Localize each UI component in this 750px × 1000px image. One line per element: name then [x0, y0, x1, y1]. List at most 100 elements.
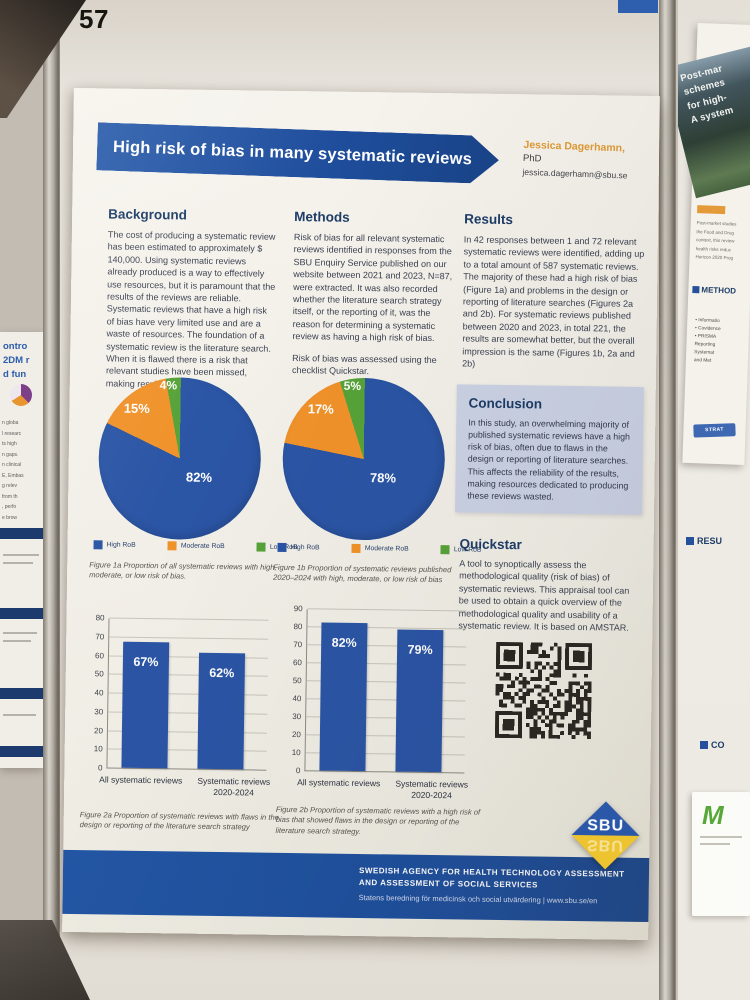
legend-item: Moderate RoB [351, 543, 409, 554]
caption-figure-1a: Figure 1a Proportion of all systematic r… [89, 560, 277, 581]
y-axis-tick-label: 80 [95, 613, 105, 623]
bar-value-label: 79% [407, 642, 433, 657]
y-axis-tick-label: 60 [292, 658, 302, 668]
text-fragment: g relev [2, 483, 18, 489]
sbu-logo: SBU SBU [571, 801, 640, 870]
y-axis-tick-label: 30 [94, 707, 104, 717]
text-fragment: n clinical [2, 462, 22, 468]
text-line [700, 843, 730, 845]
pie-value-label-high: 82% [185, 469, 213, 486]
left-poster-logo [10, 384, 32, 406]
author-block: Jessica Dagerhamn, PhD jessica.dagerhamn… [522, 139, 655, 183]
caption-figure-2a: Figure 2a Proportion of systematic revie… [79, 810, 280, 832]
text-fragment: ts high [2, 441, 17, 447]
section-square-icon [686, 537, 694, 545]
qr-code [494, 641, 593, 740]
bullet-fragment: • PRISMA [694, 334, 717, 340]
section-methods: Methods Risk of bias for all relevant sy… [292, 209, 458, 379]
bar-value-label: 82% [331, 636, 357, 651]
gridline [109, 617, 269, 621]
text-fragment: E, Embas [2, 472, 24, 479]
background-heading: Background [108, 206, 188, 223]
y-axis-tick-label: 90 [293, 604, 303, 614]
text-line [700, 836, 742, 838]
y-axis-tick-label: 20 [93, 725, 104, 735]
text-fragment: e brow [2, 514, 18, 521]
text-fragment: from th [2, 493, 18, 500]
sbu-logo-text-reflection: SBU [586, 836, 624, 854]
y-axis-tick-label: 70 [95, 632, 105, 642]
author-email: jessica.dagerhamn@sbu.se [522, 166, 628, 181]
results-body: In 42 responses between 1 and 72 relevan… [462, 234, 645, 369]
section-square-icon [700, 741, 708, 749]
plot-area: 0 10 20 30 40 50 60 70 80 67% 62% [94, 613, 269, 772]
bar-all-systematic-reviews: 82% [319, 622, 368, 772]
caption-figure-2b: Figure 2b Proportion of systematic revie… [275, 804, 481, 836]
text-fragment: n gaps. [2, 451, 19, 458]
x-axis-category-label: All systematic reviews [297, 777, 381, 789]
title-banner: High risk of bias in many systematic rev… [96, 122, 499, 184]
section-background: Background The cost of producing a syste… [106, 206, 279, 392]
text-line [3, 554, 39, 556]
left-poster-text-fragments: n globa l researc ts high n gaps. n clinical… [2, 418, 43, 523]
pie-value-label-moderate: 15% [123, 400, 150, 417]
section-square-icon [692, 286, 700, 294]
left-poster-section-bar [0, 608, 43, 619]
header-line-fragment: ontro [3, 341, 28, 352]
x-axis-category-label: All systematic reviews [99, 774, 183, 786]
left-poster-section-bar [0, 528, 43, 539]
pie-chart-figure-1a: 82% 15% 4% [97, 376, 262, 541]
y-axis-tick-label: 10 [291, 748, 301, 758]
header-line-fragment: d fun [3, 368, 27, 380]
bullet-fragment: • Informatio [695, 318, 720, 324]
text-line: Horizon 2020 Prog [695, 254, 734, 261]
y-axis-tick-label: 60 [95, 650, 105, 660]
bar-all-systematic-reviews: 67% [121, 642, 170, 769]
y-axis-tick-label: 0 [97, 763, 103, 773]
pie-value-label-high: 78% [369, 470, 397, 486]
bar-value-label: 67% [133, 655, 159, 670]
text-line [3, 562, 33, 564]
legend-figure-1a: High RoB Moderate RoB Low RoB [93, 540, 298, 552]
quickstar-body: A tool to synoptically assess the method… [458, 558, 630, 633]
agency-swedish-name-and-url: Statens beredning för medicinsk och soci… [358, 893, 598, 906]
legend-swatch [277, 542, 287, 552]
methods-body-2: Risk of bias was assessed using the chec… [291, 352, 437, 377]
y-axis-tick-label: 30 [292, 712, 302, 722]
left-poster-section-bar [0, 688, 43, 699]
right-neighbor-poster: Post-mar schemes for high- A system Post-ma… [678, 23, 750, 465]
y-axis-tick-label: 0 [295, 766, 301, 776]
conclusion-box: Conclusion In this study, an overwhelmin… [455, 384, 644, 515]
bar-systematic-reviews-2020-2024: 79% [395, 629, 444, 773]
bullet-fragment: and Met [693, 358, 712, 364]
legend-item: High RoB [277, 542, 320, 553]
left-poster-section-bar [0, 746, 43, 757]
plot-area: 0 10 20 30 40 50 60 70 80 90 82% 79% [292, 604, 467, 775]
text-fragment: , perfo [2, 504, 17, 510]
board-number: 57 [79, 4, 109, 34]
y-axis-tick-label: 50 [292, 676, 302, 686]
y-axis-tick-label: 80 [293, 622, 303, 632]
bar-value-label: 62% [209, 665, 235, 680]
right-poster-bullet-list: • Informatio • Covidence • PRISMA Reporting… [694, 315, 748, 368]
section-results: Results In 42 responses between 1 and 72… [462, 211, 646, 372]
legend-swatch [351, 543, 361, 554]
text-fragment: n globa [2, 420, 19, 426]
green-logo-mark: M [702, 800, 724, 830]
x-axis-category-label: Systematic reviews 2020-2024 [395, 778, 469, 801]
y-axis-tick-label: 40 [292, 694, 302, 704]
text-line [3, 632, 37, 634]
gridline [109, 636, 269, 640]
bar-systematic-reviews-2020-2024: 62% [197, 652, 246, 770]
legend-swatch [167, 541, 177, 551]
pie-chart-figure-1b: 78% 17% 5% [281, 376, 446, 542]
methods-body-1: Risk of bias for all relevant systematic… [292, 232, 453, 344]
x-axis-category-label: Systematic reviews 2020-2024 [197, 775, 271, 798]
header-line-fragment: 2DM r [3, 354, 30, 366]
y-axis-tick-label: 70 [293, 640, 303, 650]
legend-item: High RoB [93, 540, 136, 550]
text-fragment: l researc [2, 430, 22, 437]
pie-value-label-moderate: 17% [307, 401, 334, 417]
right-poster-background-label [697, 205, 726, 215]
legend-figure-1b: High RoB Moderate RoB Low RoB [277, 542, 482, 555]
